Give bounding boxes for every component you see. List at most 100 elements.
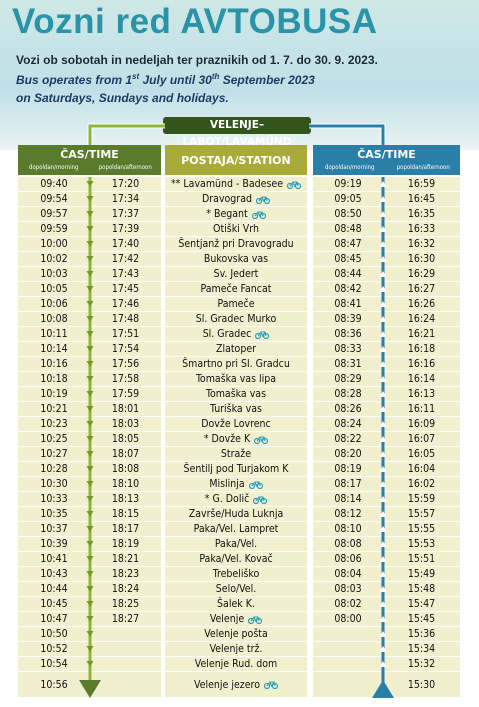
departure-afternoon: 17:46 (111, 298, 140, 310)
station: Sl. Gradec (165, 328, 307, 340)
return-afternoon: 16:09 (407, 418, 436, 430)
left-header-bg (18, 145, 161, 175)
return-afternoon: 16:21 (407, 328, 436, 340)
departure-afternoon: 17:51 (111, 328, 140, 340)
arrow (379, 316, 387, 322)
return-afternoon: 16:13 (407, 388, 436, 400)
arrow (86, 496, 94, 502)
title: Vozni red AVTOBUSA (12, 2, 378, 41)
station: Pameče (217, 298, 255, 310)
row-bg (313, 417, 460, 431)
return-afternoon: 15:32 (407, 658, 436, 670)
departure-morning: 09:40 (40, 178, 68, 190)
station: Tomaška vas (205, 388, 267, 400)
return-afternoon: 15:30 (407, 678, 436, 691)
return-morning: 08:04 (334, 568, 362, 580)
return-afternoon: 15:59 (407, 493, 436, 505)
return-afternoon: 16:05 (407, 448, 436, 460)
row-bg (165, 657, 307, 671)
station: Paka/Vel. Kovač (199, 553, 273, 565)
arrow (379, 616, 387, 622)
station: * Dovže K (165, 433, 307, 445)
arrow (86, 541, 94, 547)
arrow (379, 406, 387, 412)
row-bg (313, 627, 460, 641)
time-header: ČAS/TIME (60, 148, 119, 161)
row-bg (165, 537, 307, 551)
arrow (379, 346, 387, 352)
arrow (86, 466, 94, 472)
arrow (379, 646, 387, 652)
departure-afternoon: 18:19 (111, 538, 140, 550)
departure-morning: 10:19 (40, 388, 68, 400)
return-afternoon: 16:29 (407, 268, 436, 280)
row-bg (165, 567, 307, 581)
arrow (379, 196, 387, 202)
arrow (86, 571, 94, 577)
departure-afternoon: 17:58 (111, 373, 140, 385)
station: Velenje trž. (209, 643, 263, 655)
row-bg (165, 177, 307, 191)
bike-icon (263, 681, 279, 690)
arrow (86, 346, 94, 352)
return-morning: 08:12 (334, 508, 362, 520)
row-bg (165, 507, 307, 521)
row-bg (165, 462, 307, 476)
departure-afternoon: 17:37 (111, 208, 140, 220)
departure-afternoon: 18:27 (111, 613, 140, 625)
return-morning: 08:19 (334, 463, 362, 475)
bike-icon (255, 195, 271, 204)
departure-afternoon: 17:39 (111, 223, 140, 235)
text: July until 30 (139, 73, 212, 87)
departure-morning: 10:18 (40, 373, 68, 385)
english-note: on Saturdays, Sundays and holidays. (16, 91, 229, 105)
row-bg (165, 267, 307, 281)
arrow (86, 226, 94, 232)
return-afternoon: 15:36 (407, 628, 436, 640)
row-bg (165, 372, 307, 386)
station: Paka/Vel. (214, 538, 258, 550)
departure-morning: 10:27 (40, 448, 68, 460)
arrow (86, 421, 94, 427)
arrow (379, 286, 387, 292)
arrow (379, 661, 387, 667)
departure-afternoon: 18:07 (111, 448, 140, 460)
arrow (86, 511, 94, 517)
departure-afternoon: 17:40 (111, 238, 140, 250)
return-afternoon: 16:32 (407, 238, 436, 250)
row-bg (313, 522, 460, 536)
english-note: Bus operates from 1st July until 30th Se… (16, 72, 315, 87)
return-morning: 08:44 (334, 268, 362, 280)
departure-morning: 10:00 (40, 238, 68, 250)
row-bg (165, 222, 307, 236)
arrow (86, 391, 94, 397)
return-morning: 08:41 (334, 298, 362, 310)
row-bg (313, 327, 460, 341)
return-afternoon: 16:14 (407, 373, 436, 385)
arrow (379, 376, 387, 382)
row-bg (165, 612, 307, 626)
departure-morning: 10:02 (40, 253, 68, 265)
row-bg (165, 387, 307, 401)
row-bg (165, 297, 307, 311)
row-bg (313, 192, 460, 206)
departure-morning: 09:59 (40, 223, 68, 235)
row-bg (165, 312, 307, 326)
bike-icon (255, 330, 270, 339)
row-bg (313, 237, 460, 251)
station-header: POSTAJA/STATION (181, 154, 291, 167)
return-morning: 08:02 (334, 598, 362, 610)
return-morning: 08:42 (334, 283, 362, 295)
return-afternoon: 16:24 (407, 313, 436, 325)
departure-morning: 10:39 (40, 538, 68, 550)
bike-icon (286, 180, 302, 189)
arrow (86, 286, 94, 292)
departure-morning: 10:52 (40, 643, 68, 655)
departure-afternoon: 17:48 (111, 313, 140, 325)
station: * G. Dolič (165, 493, 307, 505)
return-morning: 08:17 (334, 478, 362, 490)
return-afternoon: 16:33 (407, 223, 436, 235)
row-bg (313, 297, 460, 311)
header: Vozni red AVTOBUSA Vozi ob sobotah in ne… (0, 0, 479, 150)
